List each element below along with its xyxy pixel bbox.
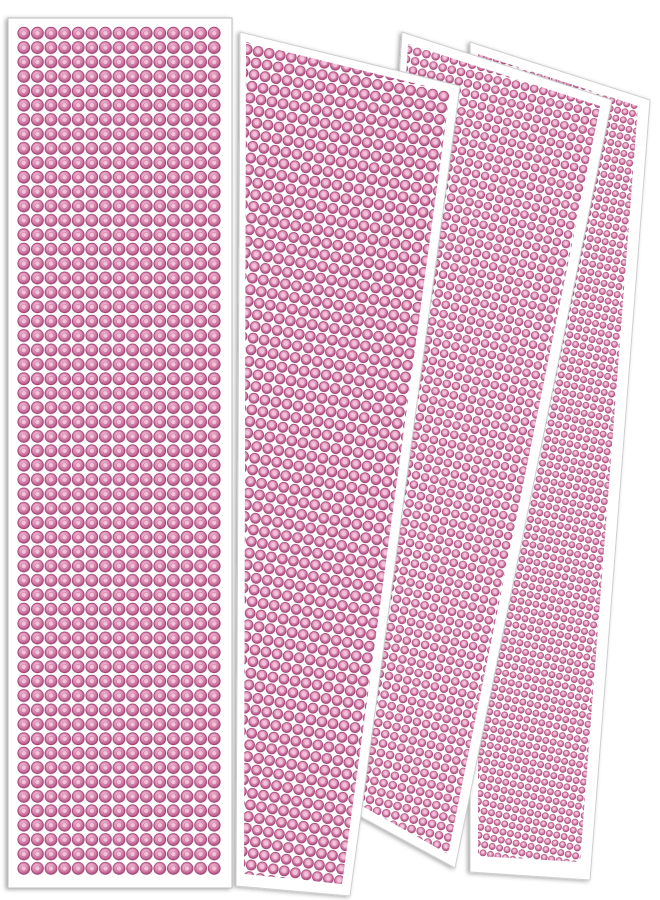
sheet-2 <box>235 31 461 897</box>
sheet-1 <box>7 17 233 889</box>
